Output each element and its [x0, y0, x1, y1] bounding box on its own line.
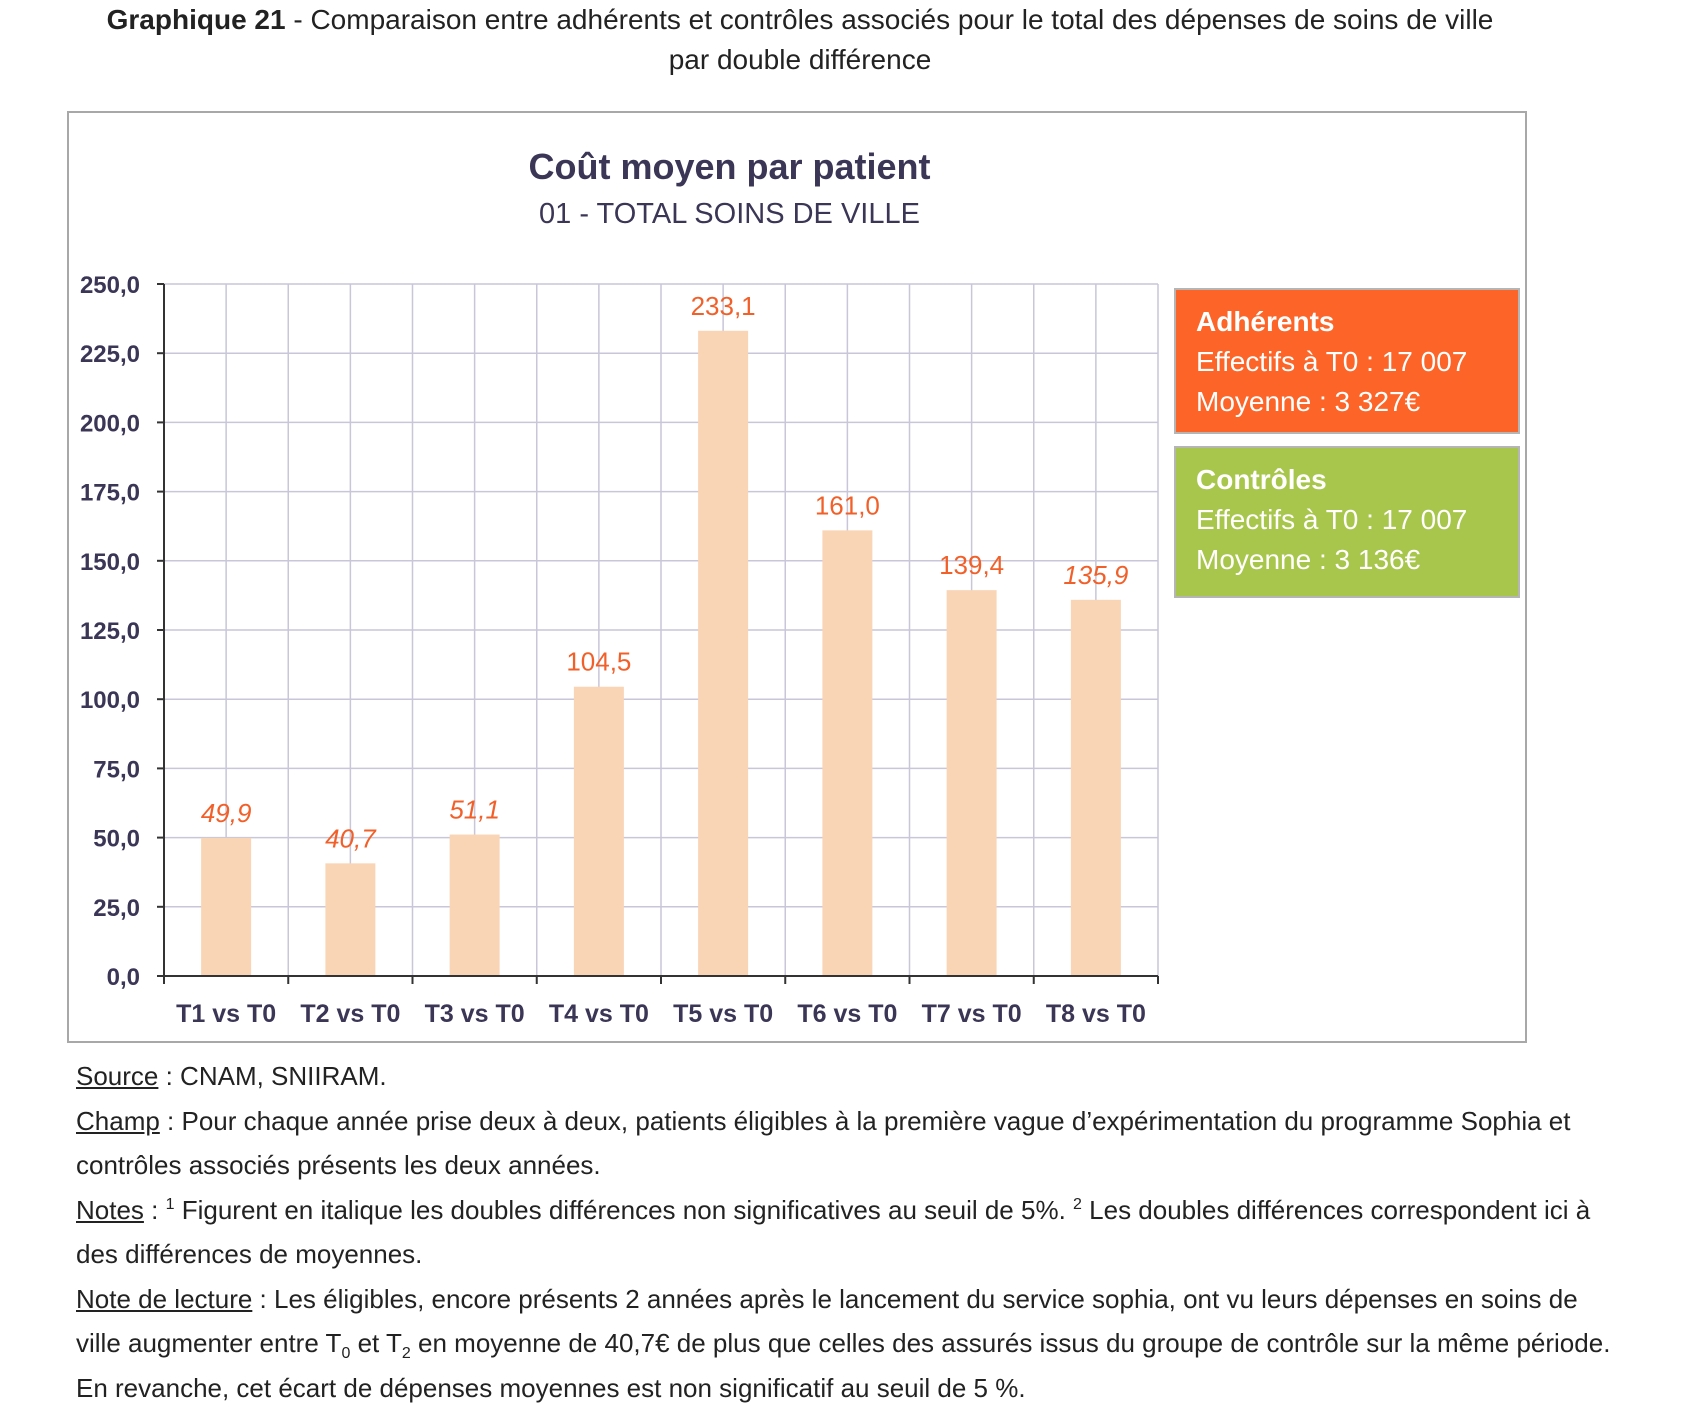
- bar: [201, 837, 252, 976]
- x-category-label: T8 vs T0: [1046, 1000, 1146, 1028]
- document-title: Graphique 21 - Comparaison entre adhéren…: [0, 0, 1600, 80]
- lecture-note: Note de lecture : Les éligibles, encore …: [76, 1277, 1616, 1411]
- y-tick-label: 25,0: [93, 895, 140, 922]
- data-label: 49,9: [201, 798, 252, 828]
- y-tick-label: 200,0: [80, 410, 140, 437]
- bar: [822, 530, 873, 976]
- y-tick-label: 225,0: [80, 341, 140, 368]
- legend-controles-effectifs: Effectifs à T0 : 17 007: [1196, 504, 1468, 535]
- data-label: 40,7: [325, 823, 377, 853]
- x-category-label: T1 vs T0: [176, 1000, 276, 1028]
- champ-note: Champ : Pour chaque année prise deux à d…: [76, 1099, 1616, 1188]
- legend-adherents: Adhérents Effectifs à T0 : 17 007 Moyenn…: [1174, 288, 1520, 434]
- bar: [325, 863, 376, 976]
- x-category-label: T4 vs T0: [549, 1000, 649, 1028]
- notes-text-2: Les doubles différences correspondent ic…: [76, 1194, 1591, 1270]
- source-label: Source: [76, 1061, 159, 1091]
- y-tick-label: 250,0: [80, 272, 140, 299]
- x-category-label: T2 vs T0: [300, 1000, 400, 1028]
- legend-controles: Contrôles Effectifs à T0 : 17 007 Moyenn…: [1174, 446, 1520, 598]
- y-tick-label: 175,0: [80, 480, 140, 507]
- notes-label: Notes: [76, 1194, 144, 1225]
- champ-text: : Pour chaque année prise deux à deux, p…: [76, 1105, 1571, 1181]
- lecture-label: Note de lecture: [76, 1283, 253, 1314]
- labels-layer: 0,0 25,0 50,0 75,0 100,0 125,0 150,0 175,0 200,0…: [80, 272, 1146, 1028]
- y-tick-label: 50,0: [93, 826, 140, 853]
- document-title-line2: par double différence: [668, 44, 932, 75]
- legend-adherents-effectifs: Effectifs à T0 : 17 007: [1196, 346, 1468, 377]
- bar: [449, 834, 500, 976]
- data-label: 104,5: [566, 647, 631, 677]
- source-text: : CNAM, SNIIRAM.: [158, 1061, 387, 1091]
- champ-label: Champ: [76, 1105, 160, 1136]
- legend-adherents-moyenne: Moyenne : 3 327€: [1196, 386, 1421, 417]
- data-label: 161,0: [815, 490, 880, 520]
- data-label: 233,1: [691, 291, 756, 321]
- lecture-text-b: et T: [350, 1328, 402, 1358]
- y-tick-label: 0,0: [107, 964, 140, 991]
- x-category-label: T5 vs T0: [673, 1000, 773, 1028]
- notes-note: Notes : 1 Figurent en italique les doubl…: [76, 1188, 1616, 1277]
- bar: [573, 686, 624, 976]
- lecture-text-a: : Les éligibles, encore présents 2 année…: [76, 1283, 1578, 1359]
- legend-adherents-title: Adhérents: [1196, 306, 1335, 337]
- y-tick-label: 100,0: [80, 687, 140, 714]
- footnote-marker-2: 2: [1073, 1195, 1082, 1213]
- legend-controles-title: Contrôles: [1196, 464, 1327, 495]
- x-category-label: T3 vs T0: [425, 1000, 525, 1028]
- figure-notes: Source : CNAM, SNIIRAM. Champ : Pour cha…: [76, 1054, 1616, 1410]
- bar: [698, 330, 749, 977]
- notes-text-1: Figurent en italique les doubles différe…: [174, 1194, 1074, 1225]
- figure-number: Graphique 21: [106, 4, 286, 35]
- data-label: 139,4: [939, 550, 1004, 580]
- grid-layer: [164, 283, 1159, 976]
- data-label: 135,9: [1063, 560, 1128, 590]
- notes-separator: :: [143, 1194, 166, 1225]
- axis-layer: [157, 283, 1159, 984]
- document-title-line1: Graphique 21 - Comparaison entre adhéren…: [0, 0, 1600, 40]
- subscript-0: 0: [341, 1345, 351, 1362]
- subscript-2: 2: [401, 1345, 411, 1362]
- source-note: Source : CNAM, SNIIRAM.: [76, 1054, 1616, 1099]
- x-category-label: T6 vs T0: [797, 1000, 897, 1028]
- footnote-marker-1: 1: [165, 1195, 175, 1213]
- bar: [1070, 599, 1121, 976]
- chart-subtitle: 01 - TOTAL SOINS DE VILLE: [539, 198, 920, 230]
- data-label: 51,1: [449, 795, 500, 825]
- lecture-text-c: en moyenne de 40,7€ de plus que celles d…: [76, 1328, 1611, 1403]
- y-tick-label: 75,0: [93, 756, 140, 783]
- bars-layer: [201, 330, 1121, 977]
- chart-title: Coût moyen par patient: [528, 146, 931, 187]
- y-tick-label: 125,0: [80, 618, 140, 645]
- legend-controles-moyenne: Moyenne : 3 136€: [1196, 544, 1421, 575]
- figure-caption: - Comparaison entre adhérents et contrôl…: [285, 4, 1494, 35]
- y-tick-label: 150,0: [80, 549, 140, 576]
- bar: [946, 590, 997, 976]
- x-category-label: T7 vs T0: [922, 1000, 1022, 1028]
